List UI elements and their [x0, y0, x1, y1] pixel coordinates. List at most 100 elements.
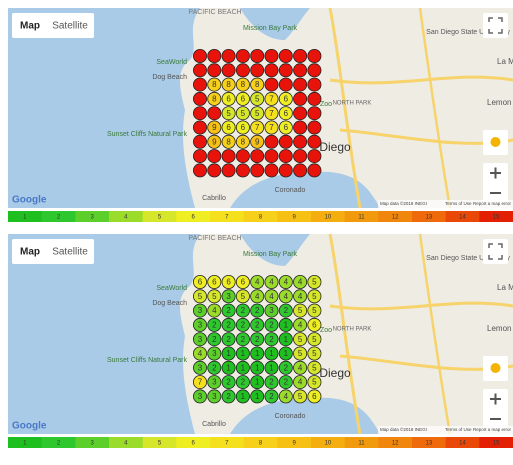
grid-cell — [250, 63, 265, 78]
cell-value: 8 — [241, 137, 246, 146]
attribution-report[interactable]: Report a map error — [473, 427, 512, 432]
map-road — [328, 233, 362, 435]
zoom-control[interactable] — [483, 389, 508, 429]
scale-label: 14 — [459, 215, 466, 221]
map-bay — [230, 171, 380, 208]
grid-cell — [207, 91, 222, 106]
grid-cell — [278, 360, 293, 375]
grid-cell — [207, 149, 222, 164]
grid-cell — [278, 134, 293, 149]
grid-cell — [207, 106, 222, 121]
grid-cell — [235, 346, 250, 361]
place-label: La Mesa — [497, 283, 513, 292]
grid-cell — [307, 106, 322, 121]
grid-cell — [278, 346, 293, 361]
cell-value: 1 — [255, 363, 260, 372]
grid-cell — [250, 134, 265, 149]
satellite-button[interactable]: Satellite — [52, 247, 88, 258]
scale-swatch — [8, 211, 43, 222]
cell-value: 6 — [226, 95, 231, 104]
grid-cell — [235, 360, 250, 375]
grid-cell — [264, 375, 279, 390]
grid-cell — [307, 149, 322, 164]
cell-value: 8 — [212, 80, 217, 89]
grid-cell — [250, 77, 265, 92]
scale-swatch — [378, 211, 413, 222]
grid-cell — [235, 389, 250, 404]
cell-value: 1 — [284, 321, 289, 330]
place-label: La Mesa — [497, 57, 513, 66]
attribution-data: Map data ©2018 INEGI — [380, 200, 427, 206]
grid-cell — [293, 389, 308, 404]
scale-label: 1 — [23, 441, 27, 447]
place-label: Dog Beach — [152, 300, 187, 307]
cell-value: 2 — [241, 378, 246, 387]
place-label: San Diego State University — [426, 255, 510, 262]
cell-value: 1 — [255, 349, 260, 358]
cell-value: 8 — [226, 80, 231, 89]
attribution-report[interactable]: Report a map error — [473, 201, 512, 206]
attribution-terms[interactable]: Terms of Use — [445, 201, 472, 206]
cell-value: 1 — [226, 363, 231, 372]
grid-cell — [293, 360, 308, 375]
place-label: Lemon Grove — [487, 98, 513, 107]
grid-cell — [293, 375, 308, 390]
cell-value: 1 — [269, 363, 274, 372]
grid-cell — [250, 149, 265, 164]
grid-cell — [192, 375, 207, 390]
attribution-terms[interactable]: Terms of Use — [445, 427, 472, 432]
grid-cell — [278, 317, 293, 332]
grid-cell — [235, 289, 250, 304]
grid-cell — [192, 360, 207, 375]
grid-cell — [221, 91, 236, 106]
fullscreen-button[interactable] — [483, 13, 508, 38]
fullscreen-button[interactable] — [483, 239, 508, 264]
attribution-data: Map data ©2018 INEGI — [380, 426, 427, 432]
cell-value: 4 — [298, 278, 303, 287]
cell-value: 7 — [269, 109, 274, 118]
grid-cell — [221, 317, 236, 332]
map-road — [418, 233, 452, 435]
grid-cell — [235, 317, 250, 332]
cell-value: 1 — [226, 349, 231, 358]
place-label: Mission Bay Park — [243, 251, 298, 258]
place-label: Sunset Cliffs Natural Park — [107, 357, 188, 364]
zoom-control[interactable] — [483, 163, 508, 203]
map-road — [418, 7, 452, 209]
grid-cell — [264, 360, 279, 375]
grid-cell — [207, 346, 222, 361]
place-label: Coronado — [275, 413, 306, 420]
grid-cell — [293, 289, 308, 304]
scale-swatch — [378, 437, 413, 448]
place-label: PACIFIC BEACH — [188, 235, 241, 242]
grid-cell — [307, 275, 322, 290]
map-button[interactable]: Map — [20, 21, 40, 32]
grid-cell — [207, 63, 222, 78]
cell-value: 4 — [269, 278, 274, 287]
grid-cell — [264, 389, 279, 404]
map-button[interactable]: Map — [20, 247, 40, 258]
cell-value: 1 — [241, 349, 246, 358]
fullscreen-icon — [488, 17, 503, 34]
scale-swatch — [41, 211, 76, 222]
cell-value: 5 — [312, 378, 317, 387]
cell-value: 3 — [212, 349, 217, 358]
satellite-button[interactable]: Satellite — [52, 21, 88, 32]
cell-value: 8 — [226, 137, 231, 146]
cell-value: 5 — [241, 292, 246, 301]
grid-cell — [221, 106, 236, 121]
grid-cell — [235, 134, 250, 149]
grid-cell — [207, 332, 222, 347]
grid-cell — [307, 317, 322, 332]
cell-value: 4 — [198, 349, 203, 358]
grid-cell — [250, 360, 265, 375]
grid-cell — [235, 332, 250, 347]
scale-label: 4 — [124, 441, 128, 447]
grid-cell — [207, 389, 222, 404]
grid-cell — [293, 332, 308, 347]
cell-value: 5 — [298, 349, 303, 358]
grid-cell — [250, 91, 265, 106]
place-label: SeaWorld — [156, 285, 187, 292]
cell-value: 2 — [212, 363, 217, 372]
place-label: Diego — [319, 366, 351, 380]
